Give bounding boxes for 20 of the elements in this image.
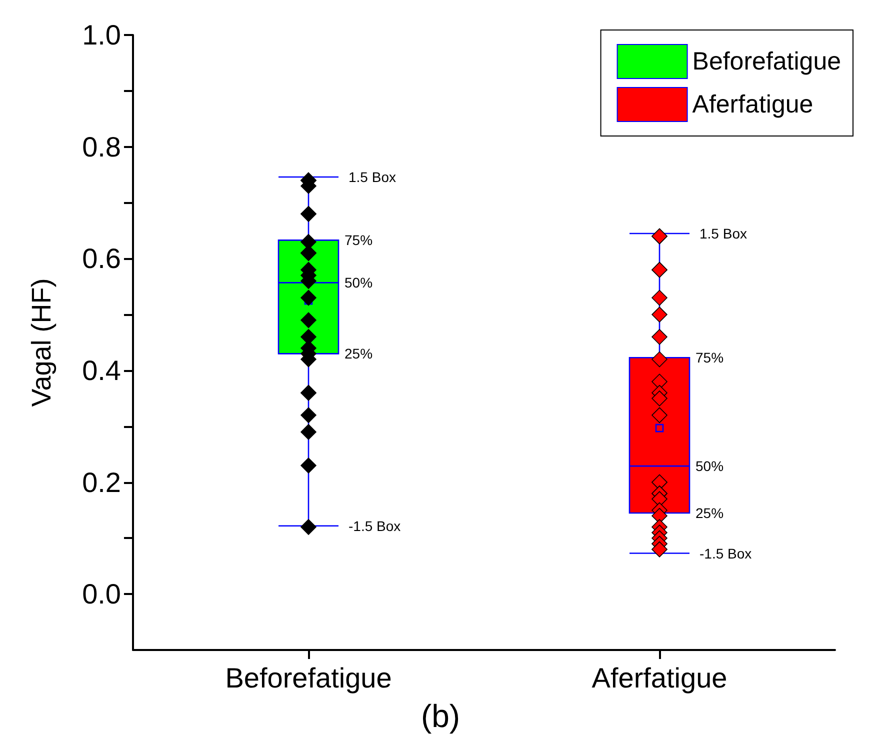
legend-label: Aferfatigue xyxy=(692,90,814,118)
annotation: 25% xyxy=(344,346,373,362)
y-tick-label: 0.8 xyxy=(82,131,121,162)
annotation: 1.5 Box xyxy=(700,225,747,242)
annotation: 50% xyxy=(696,458,724,474)
legend-label: Beforefatigue xyxy=(692,48,841,76)
annotation: 1.5 Box xyxy=(348,169,396,186)
y-tick-label: 0.2 xyxy=(82,466,121,498)
y-tick-label: 1.0 xyxy=(82,20,121,50)
text: (b) xyxy=(420,698,460,734)
y-tick-label: 0.6 xyxy=(82,243,121,274)
annotation: -1.5 Box xyxy=(700,545,752,562)
annotation: 50% xyxy=(344,274,373,291)
annotation: 25% xyxy=(696,505,724,522)
y-tick-label: 0.0 xyxy=(82,578,121,610)
y-tick-label: 0.4 xyxy=(82,354,121,386)
annotation: 75% xyxy=(696,350,724,366)
y-axis-title: Vagal (HF) xyxy=(26,278,56,407)
annotation: -1.5 Box xyxy=(348,518,401,534)
annotation: 75% xyxy=(344,232,373,248)
